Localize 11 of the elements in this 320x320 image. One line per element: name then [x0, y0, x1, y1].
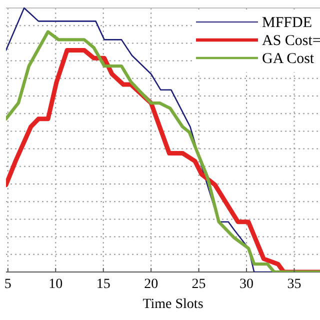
- x-tick-label: 25: [192, 277, 206, 292]
- x-tick-label: 15: [96, 277, 110, 292]
- x-tick-label: 30: [240, 277, 254, 292]
- x-tick-label: 20: [144, 277, 158, 292]
- x-tick-label: 35: [287, 277, 302, 292]
- x-tick-label: 5: [4, 277, 12, 292]
- x-tick-label: 10: [48, 277, 63, 292]
- legend-label: GA Cost: [262, 51, 315, 67]
- legend-label: MFFDE: [262, 15, 312, 31]
- legend-label: AS Cost=: [262, 33, 320, 49]
- x-axis-title: Time Slots: [142, 297, 204, 312]
